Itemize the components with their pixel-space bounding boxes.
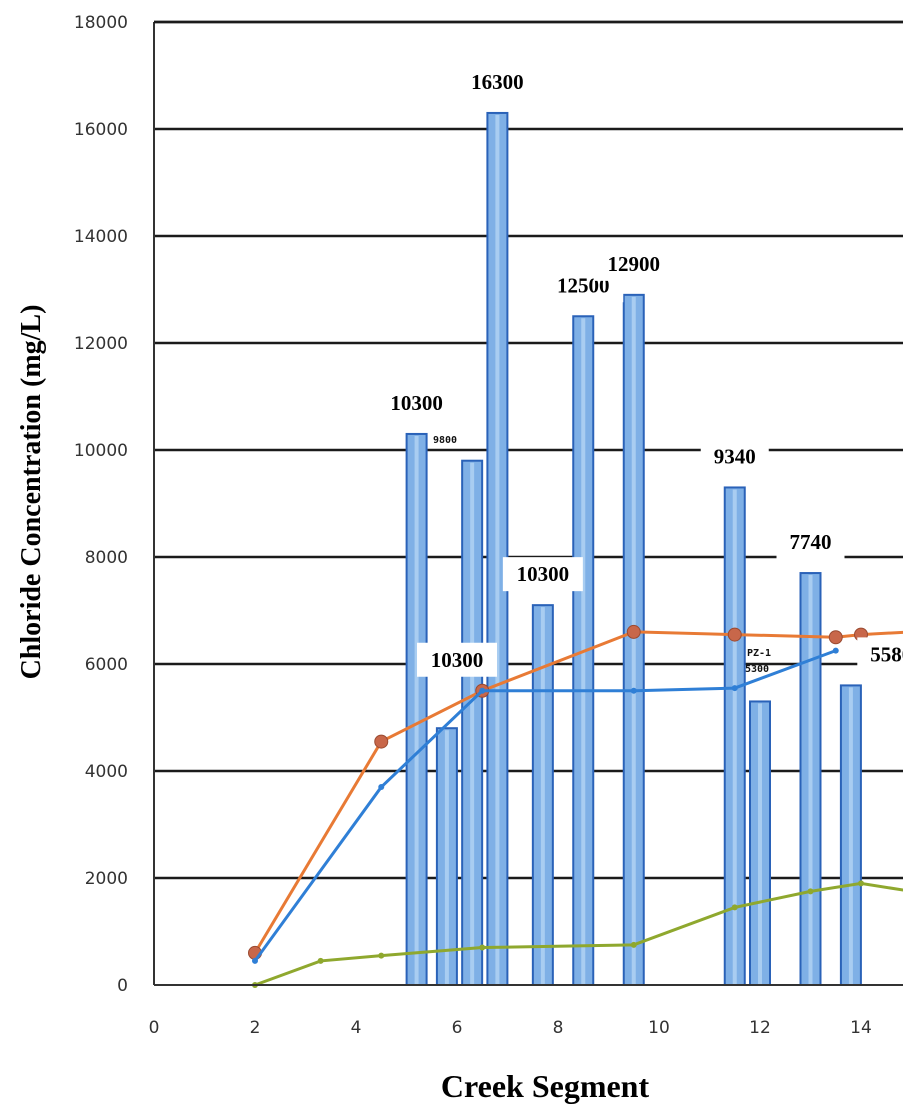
series-point — [731, 904, 738, 911]
small-annotation: 9800 — [433, 435, 457, 446]
series-point — [378, 784, 385, 791]
series-point — [626, 624, 641, 639]
y-tick-label: 0 — [117, 976, 128, 996]
series-point — [727, 627, 742, 642]
series-point — [858, 880, 864, 887]
series-point — [807, 888, 814, 895]
data-label-box — [502, 557, 583, 592]
y-tick-label: 18000 — [74, 13, 128, 33]
x-tick-label: 6 — [452, 1018, 463, 1038]
y-tick-label: 16000 — [74, 120, 128, 140]
small-annotation: PZ-1 — [747, 648, 771, 659]
data-label-box — [857, 637, 903, 672]
axes: 0 2000 4000 6000 8000 10000 12000 14000 16000 180… — [74, 13, 903, 1038]
series-point — [317, 957, 324, 964]
x-tick-label: 0 — [149, 1018, 160, 1038]
series-point — [828, 630, 843, 645]
gridlines — [154, 20, 903, 880]
y-tick-label: 12000 — [74, 334, 128, 354]
data-label: 5580 — [870, 642, 903, 666]
series-point — [374, 734, 389, 749]
data-label: 9340 — [714, 444, 756, 468]
data-label: 10300 — [431, 648, 484, 672]
x-tick-label: 8 — [553, 1018, 564, 1038]
series-point — [479, 944, 486, 951]
data-label-box — [376, 385, 457, 420]
series-point — [630, 941, 637, 948]
y-tick-label: 2000 — [85, 869, 128, 889]
y-axis-title: Chloride Concentration (mg/L) — [16, 305, 47, 680]
data-label-box — [700, 439, 769, 474]
small-annotation: 5300 — [745, 664, 769, 675]
data-label-box — [776, 525, 845, 560]
data-label: 10300 — [390, 391, 443, 415]
data-label-box — [417, 642, 497, 677]
series-point — [378, 952, 385, 959]
y-tick-label: 8000 — [85, 548, 128, 568]
data-label: 7740 — [790, 530, 832, 554]
series-point — [630, 687, 637, 694]
series-point — [252, 957, 258, 964]
data-label-box — [457, 64, 538, 99]
series-point — [731, 685, 738, 692]
y-tick-label: 4000 — [85, 762, 128, 782]
series-line — [253, 649, 837, 962]
series-point — [832, 647, 839, 654]
data-label: 16300 — [471, 70, 524, 94]
x-tick-label: 12 — [749, 1018, 771, 1038]
x-tick-label: 4 — [351, 1018, 362, 1038]
y-tick-label: 14000 — [74, 227, 128, 247]
data-label: 12900 — [608, 252, 661, 276]
y-tick-label: 10000 — [74, 441, 128, 461]
x-tick-label: 10 — [648, 1018, 670, 1038]
data-label-box — [593, 246, 674, 281]
series-point — [479, 687, 486, 694]
x-tick-label: 2 — [250, 1018, 261, 1038]
y-tick-label: 6000 — [85, 655, 128, 675]
data-label: 10300 — [517, 562, 570, 586]
x-axis-title: Creek Segment — [441, 1068, 650, 1104]
x-tick-label: 14 — [850, 1018, 872, 1038]
bars — [405, 111, 862, 987]
series-lines — [248, 624, 903, 988]
